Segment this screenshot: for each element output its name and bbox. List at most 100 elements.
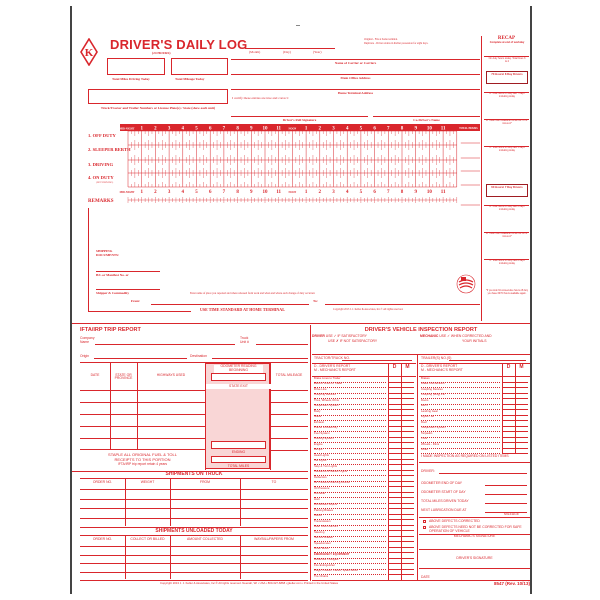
shipping-docs-field[interactable] [96,271,160,272]
inspection-d-checkbox[interactable] [502,398,528,399]
to-field[interactable] [325,304,480,305]
destination-field[interactable] [212,358,308,359]
tractor-number-field[interactable] [342,360,412,361]
table-row[interactable] [80,498,308,500]
driver-signature-field[interactable] [419,568,530,569]
inspection-d-checkbox[interactable] [388,458,414,460]
inspection-d-checkbox[interactable] [388,469,414,471]
recap-70-recap-field[interactable] [484,119,529,120]
inspection-driver-label-field[interactable] [439,473,527,474]
recap-60-recap-field[interactable] [484,259,529,260]
table-row[interactable] [80,563,308,564]
inspection-d-checkbox[interactable] [388,524,414,526]
recap-60-recap-field[interactable] [484,205,529,206]
inspection-d-checkbox[interactable] [502,425,528,427]
table-row[interactable] [80,414,308,415]
inspection-d-checkbox[interactable] [388,563,414,564]
total-miles-field[interactable] [211,456,266,463]
inspection-d-checkbox[interactable] [502,453,528,454]
inspection-d-checkbox[interactable] [388,519,414,520]
inspection-d-checkbox[interactable] [502,403,528,405]
inspection-d-checkbox[interactable] [388,398,414,399]
inspection-d-checkbox[interactable] [502,387,528,388]
origin-field[interactable] [94,358,187,359]
inspection-d-checkbox[interactable] [388,464,414,465]
recap-70-recap-field[interactable] [484,146,529,147]
inspection-d-checkbox[interactable] [388,502,414,504]
table-row[interactable] [80,438,308,439]
total-miles-box[interactable] [107,58,165,75]
table-row[interactable] [80,527,308,528]
table-row[interactable] [80,517,308,519]
inspection-d-checkbox[interactable] [388,387,414,388]
trailer-number-field[interactable] [449,360,526,361]
inspection-d-checkbox[interactable] [388,568,414,570]
home-terminal-field[interactable] [231,89,480,90]
inspection-next-lube-field[interactable] [485,512,527,513]
truck-numbers-box[interactable] [88,89,228,104]
inspection-d-checkbox[interactable] [388,425,414,427]
mechanic-signature-field[interactable] [419,549,530,550]
inspection-d-checkbox[interactable] [388,403,414,405]
inspection-d-checkbox[interactable] [388,486,414,487]
inspection-d-checkbox[interactable] [388,530,414,531]
main-office-field[interactable] [231,74,480,75]
table-row[interactable] [80,402,308,403]
inspection-d-checkbox[interactable] [388,535,414,537]
inspection-d-checkbox[interactable] [388,420,414,421]
signature-field[interactable] [231,116,368,117]
defects-not-corrected-checkbox[interactable] [423,526,426,529]
inspection-d-checkbox[interactable] [388,552,414,553]
inspection-d-checkbox[interactable] [388,480,414,482]
odometer-column[interactable]: ODOMETER READING BEGINNING STATE EXIT ENDI… [205,363,271,469]
inspection-d-checkbox[interactable] [502,431,528,432]
total-mileage-box[interactable] [171,58,228,75]
duty-status-grid[interactable]: MID-NIGHTMID-NIGHT1122334455667788991010… [0,0,600,320]
inspection-d-checkbox[interactable] [502,420,528,421]
inspection-d-checkbox[interactable] [388,431,414,432]
inspection-d-checkbox[interactable] [388,414,414,416]
inspection-odometer-end-field[interactable] [485,485,527,486]
inspection-d-checkbox[interactable] [388,447,414,449]
truck-unit-field[interactable] [256,344,308,345]
inspection-d-checkbox[interactable] [502,436,528,438]
inspection-odometer-start-field[interactable] [485,494,527,495]
inspection-d-checkbox[interactable] [388,442,414,443]
defects-corrected-checkbox[interactable] [423,520,426,523]
inspection-d-checkbox[interactable] [388,381,414,383]
date-field[interactable] [245,48,335,49]
inspection-d-checkbox[interactable] [502,392,528,394]
inspection-d-checkbox[interactable] [502,409,528,410]
inspection-d-checkbox[interactable] [388,436,414,438]
bl-field[interactable] [96,289,160,290]
table-row[interactable] [80,554,308,556]
inspection-d-checkbox[interactable] [388,497,414,498]
inspection-d-checkbox[interactable] [388,574,414,575]
shipments-on-truck-table[interactable]: ORDER NO. WEIGHT FROM TO [80,478,308,528]
from-field[interactable] [151,304,309,305]
inspection-d-checkbox[interactable] [388,475,414,476]
inspection-report[interactable]: TRACTOR/TRUCK NO. D - DRIVER'S REPORT M - … [312,352,530,581]
inspection-d-checkbox[interactable] [388,491,414,493]
inspection-d-checkbox[interactable] [388,392,414,394]
inspection-d-checkbox[interactable] [502,442,528,443]
inspection-d-checkbox[interactable] [502,381,528,383]
inspection-d-checkbox[interactable] [388,409,414,410]
shipments-unloaded-table[interactable]: ORDER NO. COLLECT OR BILLED AMOUNT COLLECT… [80,535,308,581]
inspection-d-checkbox[interactable] [388,513,414,515]
inspection-d-checkbox[interactable] [388,541,414,542]
odometer-beginning-field[interactable] [211,373,266,381]
ifta-table[interactable]: DATE STATE OR PROVINCE HIGHWAYS USED TOTAL … [72,362,308,472]
inspection-total-miles-field[interactable] [485,503,527,504]
company-name-field[interactable] [95,344,235,345]
recap-today-field[interactable] [484,56,529,57]
recap-60-recap-field[interactable] [484,232,529,233]
inspection-d-checkbox[interactable] [502,447,528,449]
inspection-d-checkbox[interactable] [502,414,528,416]
recap-70-recap-field[interactable] [484,92,529,93]
table-row[interactable] [80,580,308,581]
table-row[interactable] [80,571,308,573]
inspection-d-checkbox[interactable] [388,453,414,454]
carrier-field[interactable] [231,59,480,60]
table-row[interactable] [80,426,308,427]
